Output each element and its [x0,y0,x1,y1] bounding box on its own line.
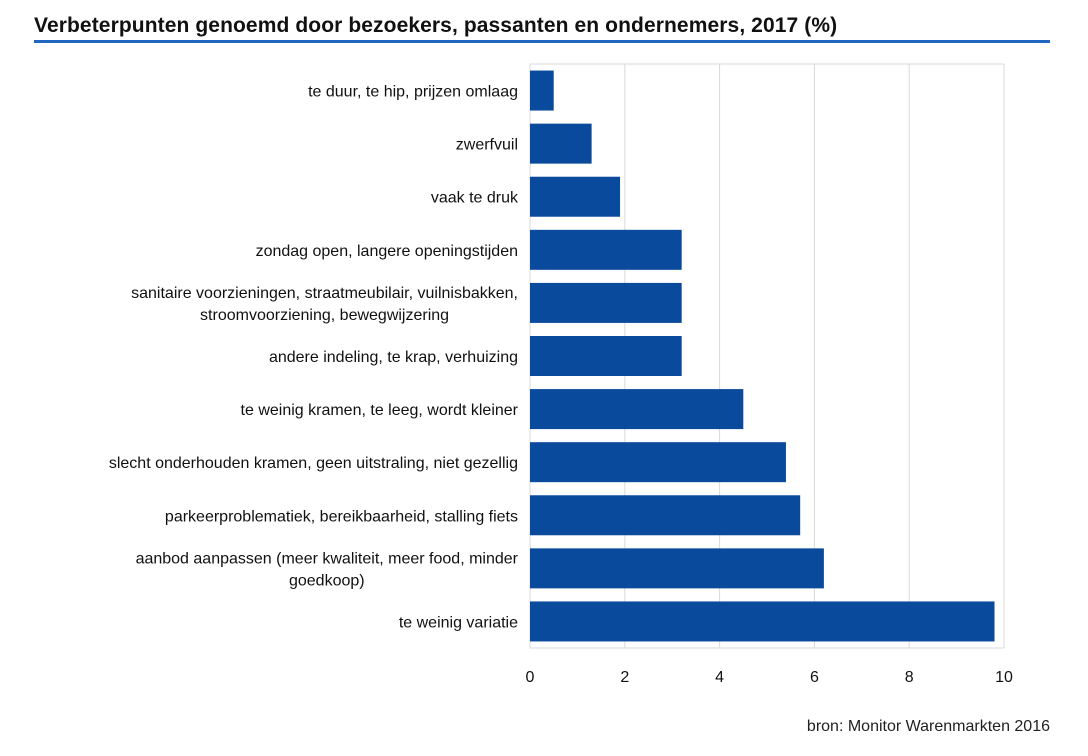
chart-title: Verbeterpunten genoemd door bezoekers, p… [34,14,838,37]
bar-3 [530,229,682,270]
category-label-2: vaak te druk [431,190,519,207]
category-label-10: te weinig variatie [399,614,518,631]
bar-1 [530,123,592,164]
x-tick-label-2: 2 [620,669,629,686]
x-tick-label-4: 4 [715,669,724,686]
bar-9 [530,548,824,589]
category-label-4-line-0: sanitaire voorzieningen, straatmeubilair… [131,285,518,302]
source-note: bron: Monitor Warenmarkten 2016 [806,718,1050,735]
category-label-6: te weinig kramen, te leeg, wordt kleiner [241,402,519,419]
category-label-0: te duur, te hip, prijzen omlaag [308,84,518,101]
category-label-3: zondag open, langere openingstijden [256,243,518,260]
bar-8 [530,495,801,536]
category-label-5: andere indeling, te krap, verhuizing [269,349,518,366]
x-tick-label-0: 0 [526,669,535,686]
bar-5 [530,336,682,376]
bar-4 [530,282,682,323]
title-underline [34,40,1050,43]
category-label-9-line-1: goedkoop) [289,572,365,589]
bar-7 [530,442,786,483]
category-label-8: parkeerproblematiek, bereikbaarheid, sta… [165,508,518,525]
x-tick-label-10: 10 [995,669,1013,686]
category-label-1: zwerfvuil [456,137,518,154]
bar-2 [530,176,621,217]
x-tick-label-8: 8 [905,669,914,686]
bar-10 [530,601,995,642]
category-label-7: slecht onderhouden kramen, geen uitstral… [109,455,518,472]
x-tick-label-6: 6 [810,669,819,686]
bar-6 [530,389,744,430]
category-label-9-line-0: aanbod aanpassen (meer kwaliteit, meer f… [136,550,519,567]
bar-0 [530,70,554,111]
category-label-4-line-1: stroomvoorziening, bewegwijzering [200,307,449,324]
